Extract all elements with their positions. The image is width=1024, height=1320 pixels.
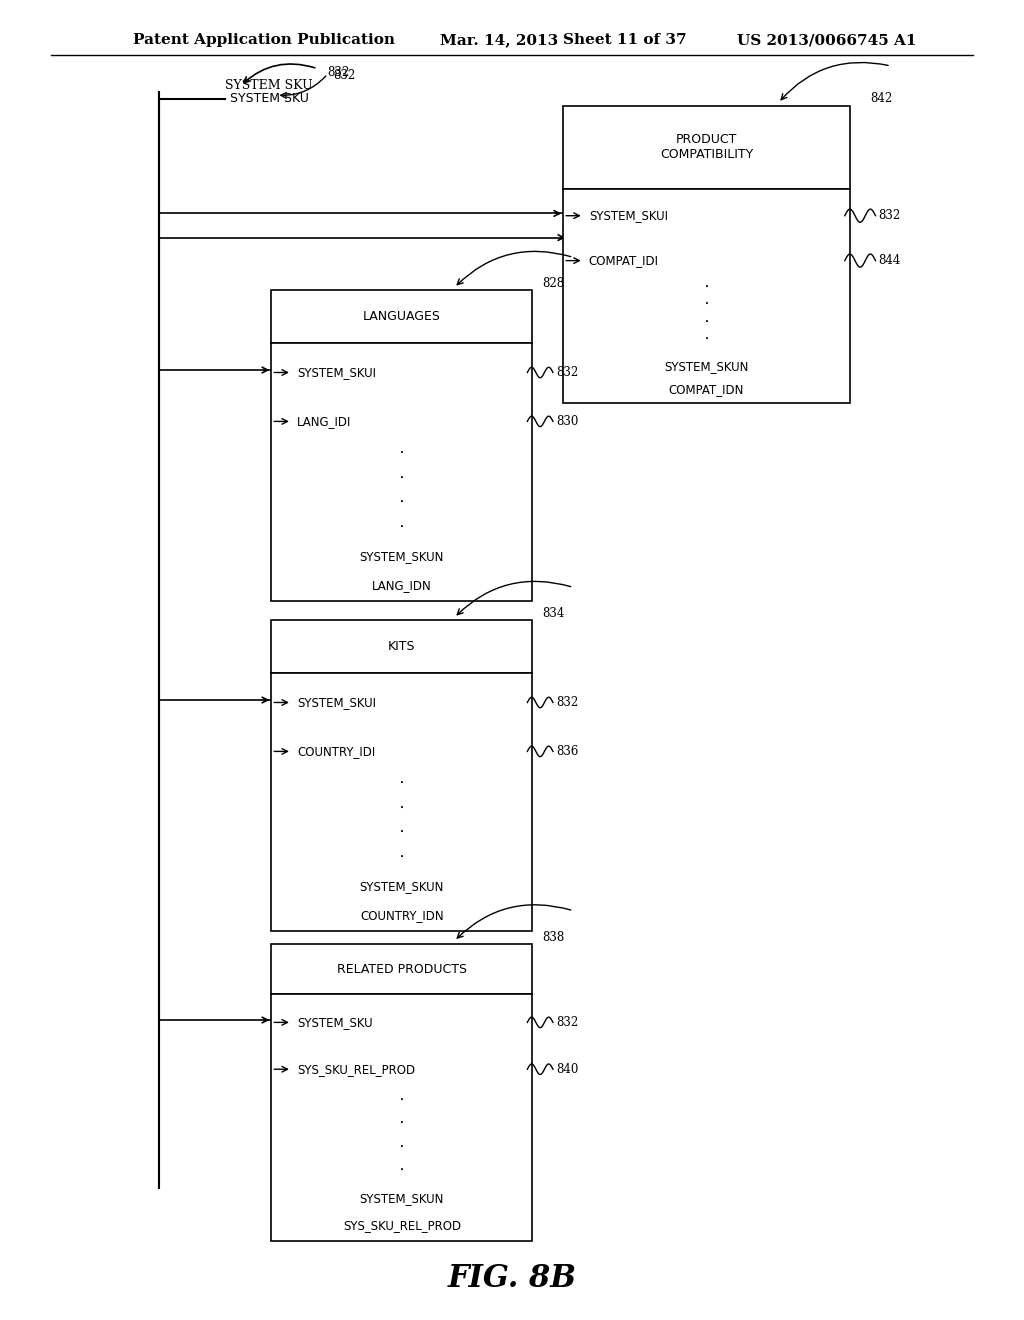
Text: •: •: [400, 449, 403, 457]
Text: LANG_IDN: LANG_IDN: [372, 578, 432, 591]
Text: Patent Application Publication: Patent Application Publication: [133, 33, 395, 48]
Text: 836: 836: [556, 744, 579, 758]
Text: •: •: [400, 1119, 403, 1127]
Text: •: •: [400, 1166, 403, 1173]
FancyBboxPatch shape: [563, 106, 850, 189]
Text: SYSTEM_SKU: SYSTEM_SKU: [297, 1016, 373, 1028]
FancyBboxPatch shape: [563, 189, 850, 403]
Text: 832: 832: [556, 696, 579, 709]
Text: COUNTRY_IDN: COUNTRY_IDN: [360, 908, 443, 921]
Text: US 2013/0066745 A1: US 2013/0066745 A1: [737, 33, 916, 48]
Text: •: •: [400, 523, 403, 531]
Text: •: •: [400, 474, 403, 482]
Text: •: •: [705, 334, 709, 342]
Text: SYS_SKU_REL_PROD: SYS_SKU_REL_PROD: [297, 1063, 415, 1076]
Text: •: •: [400, 498, 403, 506]
Text: 840: 840: [556, 1063, 579, 1076]
Text: •: •: [400, 779, 403, 787]
FancyBboxPatch shape: [271, 343, 532, 601]
Text: •: •: [400, 853, 403, 861]
FancyBboxPatch shape: [271, 620, 532, 673]
Text: SYSTEM_SKUN: SYSTEM_SKUN: [359, 880, 444, 894]
Text: •: •: [400, 804, 403, 812]
Text: LANG_IDI: LANG_IDI: [297, 414, 351, 428]
Text: 832: 832: [879, 209, 901, 222]
Text: PRODUCT
COMPATIBILITY: PRODUCT COMPATIBILITY: [659, 133, 754, 161]
FancyBboxPatch shape: [271, 290, 532, 343]
Text: KITS: KITS: [388, 640, 416, 653]
Text: SYSTEM SKU: SYSTEM SKU: [230, 92, 309, 106]
Text: 832: 832: [333, 69, 355, 82]
FancyBboxPatch shape: [271, 994, 532, 1241]
Text: SYS_SKU_REL_PROD: SYS_SKU_REL_PROD: [343, 1220, 461, 1233]
Text: SYSTEM SKU: SYSTEM SKU: [225, 79, 313, 92]
Text: Mar. 14, 2013: Mar. 14, 2013: [440, 33, 558, 48]
Text: •: •: [705, 300, 709, 309]
Text: •: •: [400, 1096, 403, 1104]
Text: COMPAT_IDN: COMPAT_IDN: [669, 383, 744, 396]
Text: SYSTEM_SKUN: SYSTEM_SKUN: [665, 360, 749, 372]
Text: RELATED PRODUCTS: RELATED PRODUCTS: [337, 962, 467, 975]
Text: 838: 838: [543, 931, 565, 944]
Text: SYSTEM_SKUI: SYSTEM_SKUI: [297, 366, 376, 379]
Text: COUNTRY_IDI: COUNTRY_IDI: [297, 744, 375, 758]
Text: COMPAT_IDI: COMPAT_IDI: [589, 255, 658, 267]
Text: 828: 828: [543, 277, 565, 290]
Text: 832: 832: [556, 1016, 579, 1028]
Text: 844: 844: [879, 255, 901, 267]
Text: •: •: [705, 317, 709, 325]
Text: 842: 842: [870, 92, 893, 106]
Text: 834: 834: [543, 607, 565, 620]
Text: 832: 832: [328, 66, 350, 79]
Text: LANGUAGES: LANGUAGES: [362, 310, 441, 323]
FancyBboxPatch shape: [271, 673, 532, 931]
Text: •: •: [400, 1143, 403, 1151]
Text: Sheet 11 of 37: Sheet 11 of 37: [563, 33, 687, 48]
Text: SYSTEM_SKUI: SYSTEM_SKUI: [297, 696, 376, 709]
Text: 830: 830: [556, 414, 579, 428]
Text: 832: 832: [556, 366, 579, 379]
Text: SYSTEM_SKUN: SYSTEM_SKUN: [359, 1192, 444, 1205]
Text: •: •: [400, 828, 403, 836]
Text: •: •: [705, 282, 709, 292]
FancyBboxPatch shape: [271, 944, 532, 994]
Text: SYSTEM_SKUI: SYSTEM_SKUI: [589, 209, 668, 222]
Text: FIG. 8B: FIG. 8B: [447, 1263, 577, 1294]
Text: SYSTEM_SKUN: SYSTEM_SKUN: [359, 550, 444, 564]
